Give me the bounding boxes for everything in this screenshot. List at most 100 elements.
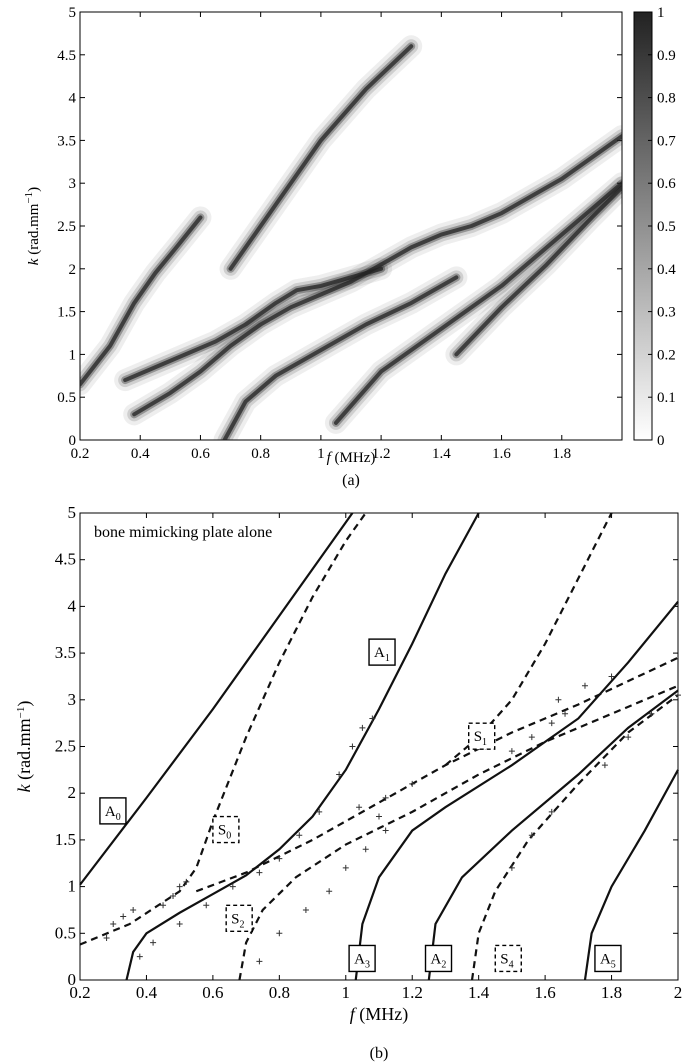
mode-sub: 1: [482, 737, 487, 748]
y-tick-label: 2.5: [55, 737, 76, 756]
measured-point: [528, 832, 535, 839]
colorbar-tick-label: 0: [657, 433, 665, 449]
mode-label-box: [225, 904, 253, 932]
colorbar-tick-label: 0.9: [657, 48, 676, 64]
contour-ridge: [454, 185, 622, 357]
dispersion-curve: [195, 656, 679, 893]
mode-label: S0: [218, 823, 231, 842]
y-axis-label: k (rad.mm−1): [14, 701, 35, 793]
x-axis-label: f (MHz): [350, 1004, 409, 1025]
measured-point: [160, 902, 167, 909]
x-tick-label: 2: [674, 983, 683, 1002]
measured-point: [256, 958, 263, 965]
measured-point: [326, 888, 333, 895]
measured-point: [528, 734, 535, 741]
measured-point: [382, 827, 389, 834]
x-tick-label: 1.2: [372, 446, 391, 462]
mode-label-box: [424, 944, 453, 973]
measured-point: [555, 696, 562, 703]
x-tick-label: 0.4: [131, 446, 150, 462]
x-tick-label: 1.6: [492, 446, 511, 462]
measured-point: [548, 808, 555, 815]
y-tick-label: 0: [68, 970, 77, 989]
measured-point: [548, 720, 555, 727]
measured-point: [508, 748, 515, 755]
mode-label: S2: [231, 911, 244, 930]
colorbar-tick-label: 0.3: [657, 305, 676, 321]
measured-point: [562, 710, 569, 717]
mode-letter: A: [600, 951, 611, 967]
mode-sub: 0: [116, 812, 121, 823]
measured-point: [229, 883, 236, 890]
colorbar-tick-label: 0.4: [657, 262, 676, 278]
mode-label-box: [212, 815, 240, 844]
annotation: bone mimicking plate alone: [94, 524, 272, 541]
mode-label: A5: [600, 951, 616, 970]
colorbar-tick-label: 0.7: [657, 133, 676, 149]
contour-ridge: [228, 44, 414, 271]
mode-label: A3: [354, 951, 370, 970]
y-label-close: ): [14, 701, 35, 707]
mode-letter: S: [218, 823, 226, 839]
x-tick-label: 0.8: [251, 446, 270, 462]
measured-point: [183, 878, 190, 885]
y-tick-label: 4: [68, 596, 77, 615]
colorbar-tick-label: 0.1: [657, 390, 676, 406]
mode-label: A2: [431, 951, 447, 970]
y-tick-label: 4.5: [55, 550, 76, 569]
mode-sub: 3: [365, 959, 370, 970]
measured-point: [276, 930, 283, 937]
y-label-unit: (rad.mm: [14, 718, 35, 784]
measured-point: [369, 715, 376, 722]
y-tick-label: 3: [68, 690, 77, 709]
y-tick-label: 1: [69, 347, 77, 363]
mode-letter: A: [431, 951, 442, 967]
contour-ridge: [123, 266, 384, 383]
measured-point: [359, 724, 366, 731]
x-tick-label: 1.8: [552, 446, 571, 462]
mode-label-box: [348, 944, 376, 973]
measured-point: [103, 934, 110, 941]
mode-letter: A: [354, 951, 365, 967]
mode-sub: 5: [611, 959, 616, 970]
measured-point: [296, 832, 303, 839]
measured-point: [625, 734, 632, 741]
y-tick-label: 2: [69, 262, 77, 278]
caption: (a): [342, 472, 360, 489]
y-tick-label: 1.5: [55, 830, 76, 849]
y-label-exp: −1: [23, 192, 35, 204]
measured-point: [170, 892, 177, 899]
mode-label-box: [368, 638, 396, 666]
y-tick-label: 1: [68, 877, 77, 896]
x-tick-label: 1.2: [402, 983, 423, 1002]
caption: (b): [370, 1045, 389, 1062]
measured-point: [376, 813, 382, 820]
measured-point: [349, 743, 356, 750]
mode-letter: S: [231, 911, 239, 927]
y-tick-label: 5: [68, 503, 77, 522]
colorbar-tick-label: 1: [657, 5, 665, 21]
measured-point: [136, 953, 143, 960]
measured-point: [362, 846, 369, 853]
mode-sub: 2: [240, 919, 245, 930]
y-tick-label: 3.5: [55, 643, 76, 662]
colorbar-tick-label: 0.5: [657, 219, 676, 235]
x-tick-label: 1.6: [534, 983, 555, 1002]
colorbar-tick-label: 0.8: [657, 91, 676, 107]
y-label-var: k: [26, 258, 42, 265]
measured-point: [342, 864, 349, 871]
x-tick-label: 0.6: [202, 983, 223, 1002]
measured-point: [203, 902, 210, 909]
contour-ridge: [333, 181, 622, 425]
measured-point: [176, 883, 183, 890]
y-tick-label: 2.5: [57, 219, 76, 235]
measured-point: [316, 808, 323, 815]
dispersion-curve: [238, 684, 679, 981]
mode-sub: 2: [441, 959, 446, 970]
measured-point: [675, 692, 681, 699]
mode-sub: 0: [226, 831, 231, 842]
contour-ridge: [132, 134, 622, 417]
x-tick-label: 0.2: [69, 983, 90, 1002]
x-tick-label: 1: [317, 446, 325, 462]
